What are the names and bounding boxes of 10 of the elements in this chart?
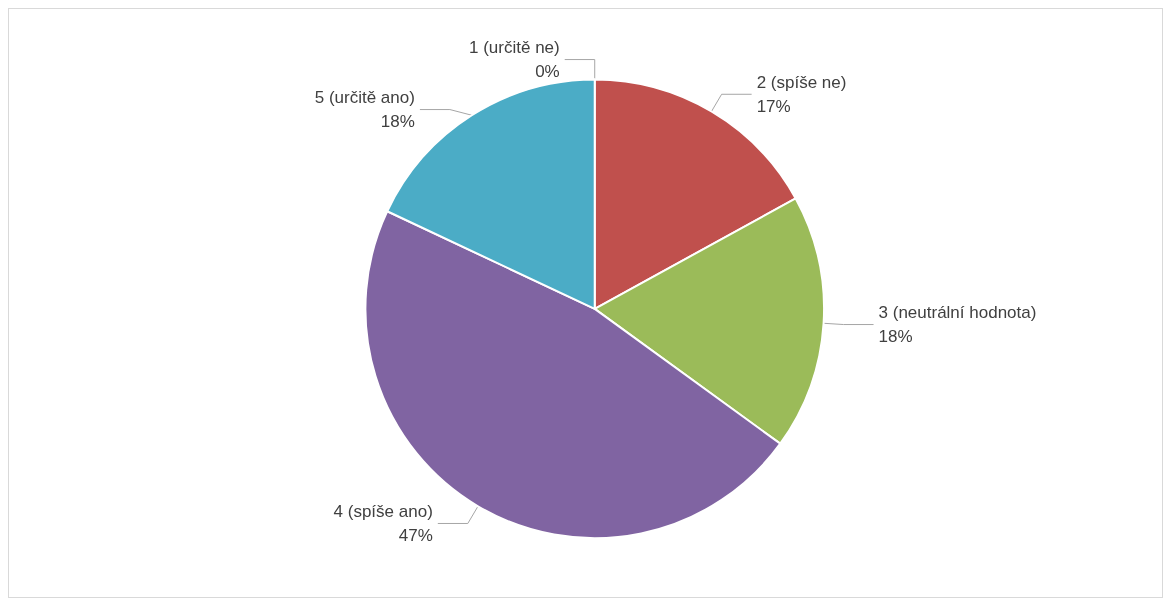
data-label: 17% — [756, 96, 791, 116]
data-label: 18% — [878, 327, 913, 347]
slice-label: 3 (neutrální hodnota) — [878, 303, 1037, 323]
category-label: 1 (určitě ne) — [469, 38, 560, 58]
slice-label: 2 (spíše ne) — [756, 72, 847, 92]
slice-label: 5 (určitě ano) — [314, 88, 415, 108]
data-label: 18% — [380, 112, 415, 132]
slice-label: 4 (spíše ano) — [333, 501, 433, 521]
data-label: 47% — [398, 525, 433, 545]
text: 0% — [535, 62, 560, 82]
